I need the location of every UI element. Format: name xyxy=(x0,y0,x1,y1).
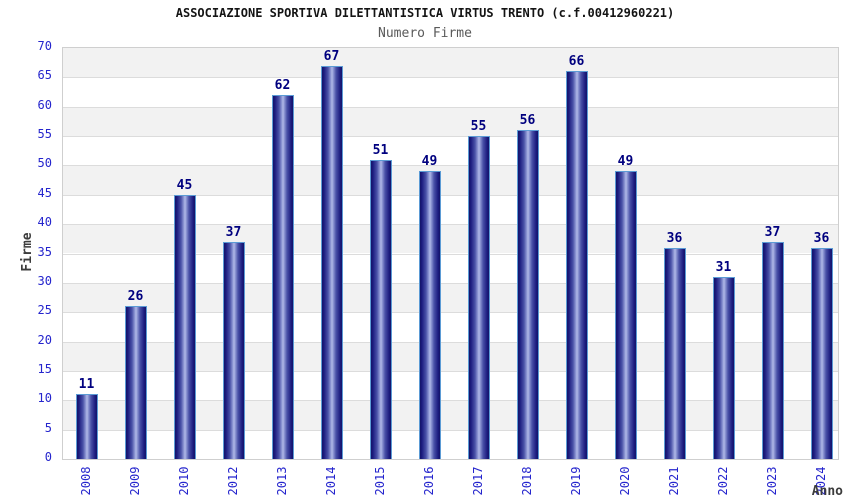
x-tick-label: 2014 xyxy=(323,466,338,496)
x-tick-label: 2023 xyxy=(764,466,779,496)
bar xyxy=(320,65,343,459)
x-tick-label: 2020 xyxy=(617,466,632,496)
gridline xyxy=(63,253,838,255)
bar xyxy=(124,306,147,459)
bar-value-label: 37 xyxy=(764,224,781,240)
bar-value-label: 56 xyxy=(519,113,536,129)
y-tick-label: 55 xyxy=(37,127,52,142)
bar xyxy=(418,171,441,459)
gridline xyxy=(63,400,838,402)
gridline xyxy=(63,77,838,79)
y-tick-label: 70 xyxy=(37,39,52,53)
bar-value-label: 11 xyxy=(78,377,95,393)
bar xyxy=(663,247,686,459)
y-tick-label: 5 xyxy=(44,420,52,435)
x-tick-label: 2010 xyxy=(176,466,191,496)
gridline xyxy=(63,106,838,108)
bar xyxy=(565,71,588,459)
bar-value-label: 62 xyxy=(274,77,291,93)
y-tick-label: 60 xyxy=(37,97,52,112)
x-tick-label: 2015 xyxy=(372,466,387,496)
x-tick-label: 2017 xyxy=(470,466,485,496)
x-tick-label: 2008 xyxy=(78,466,93,496)
bar xyxy=(467,136,490,459)
gridline xyxy=(63,224,838,226)
bar xyxy=(369,159,392,459)
y-tick-label: 45 xyxy=(37,185,52,200)
bar-value-label: 36 xyxy=(666,230,683,246)
bar xyxy=(516,130,539,459)
y-tick-label: 0 xyxy=(44,450,52,464)
y-axis-label: Firme xyxy=(20,232,35,272)
x-tick-label: 2021 xyxy=(666,466,681,496)
x-tick-label: 2012 xyxy=(225,466,240,496)
x-axis-label: Anno xyxy=(811,484,843,499)
x-tick-label: 2013 xyxy=(274,466,289,496)
bar xyxy=(761,241,784,459)
y-tick-label: 15 xyxy=(37,361,52,376)
grid-band xyxy=(63,106,838,137)
gridline xyxy=(63,341,838,343)
bar-value-label: 37 xyxy=(225,224,242,240)
bar-value-label: 66 xyxy=(568,54,585,70)
grid-band xyxy=(63,136,838,166)
x-tick-label: 2022 xyxy=(715,466,730,496)
y-tick-label: 25 xyxy=(37,303,52,318)
y-tick-label: 40 xyxy=(37,215,52,230)
gridline xyxy=(63,312,838,314)
gridline xyxy=(63,282,838,284)
bar xyxy=(222,241,245,459)
bar-value-label: 49 xyxy=(617,154,634,170)
grid-band xyxy=(63,165,838,195)
gridline xyxy=(63,429,838,431)
x-tick-label: 2018 xyxy=(519,466,534,496)
plot-area: 11 26 45 37 62 67 51 49 55 56 66 49 36 31 37 36 xyxy=(62,47,839,460)
bar-value-label: 55 xyxy=(470,119,487,135)
bar-value-label: 31 xyxy=(715,259,732,275)
gridline xyxy=(63,165,838,167)
gridline xyxy=(63,136,838,138)
grid-band xyxy=(63,77,838,107)
bar xyxy=(75,394,98,459)
bar xyxy=(712,276,735,459)
bar xyxy=(810,247,833,459)
gridline xyxy=(63,194,838,196)
y-tick-label: 50 xyxy=(37,156,52,171)
bar-value-label: 26 xyxy=(127,289,144,305)
bar xyxy=(173,194,196,459)
bar-value-label: 67 xyxy=(323,48,340,64)
gridline xyxy=(63,370,838,372)
chart-subtitle: Numero Firme xyxy=(378,26,472,41)
y-tick-label: 65 xyxy=(37,68,52,83)
y-tick-label: 10 xyxy=(37,391,52,406)
bar xyxy=(271,94,294,459)
bar-value-label: 36 xyxy=(813,230,830,246)
bar-value-label: 49 xyxy=(421,154,438,170)
y-tick-label: 20 xyxy=(37,332,52,347)
x-tick-label: 2019 xyxy=(568,466,583,496)
y-tick-label: 30 xyxy=(37,273,52,288)
y-tick-label: 35 xyxy=(37,244,52,259)
chart-title: ASSOCIAZIONE SPORTIVA DILETTANTISTICA VI… xyxy=(175,6,675,20)
bar-value-label: 51 xyxy=(372,142,389,158)
x-tick-label: 2016 xyxy=(421,466,436,496)
bar-value-label: 45 xyxy=(176,177,193,193)
bar xyxy=(614,171,637,459)
grid-band xyxy=(63,48,838,78)
x-tick-label: 2009 xyxy=(127,466,142,496)
